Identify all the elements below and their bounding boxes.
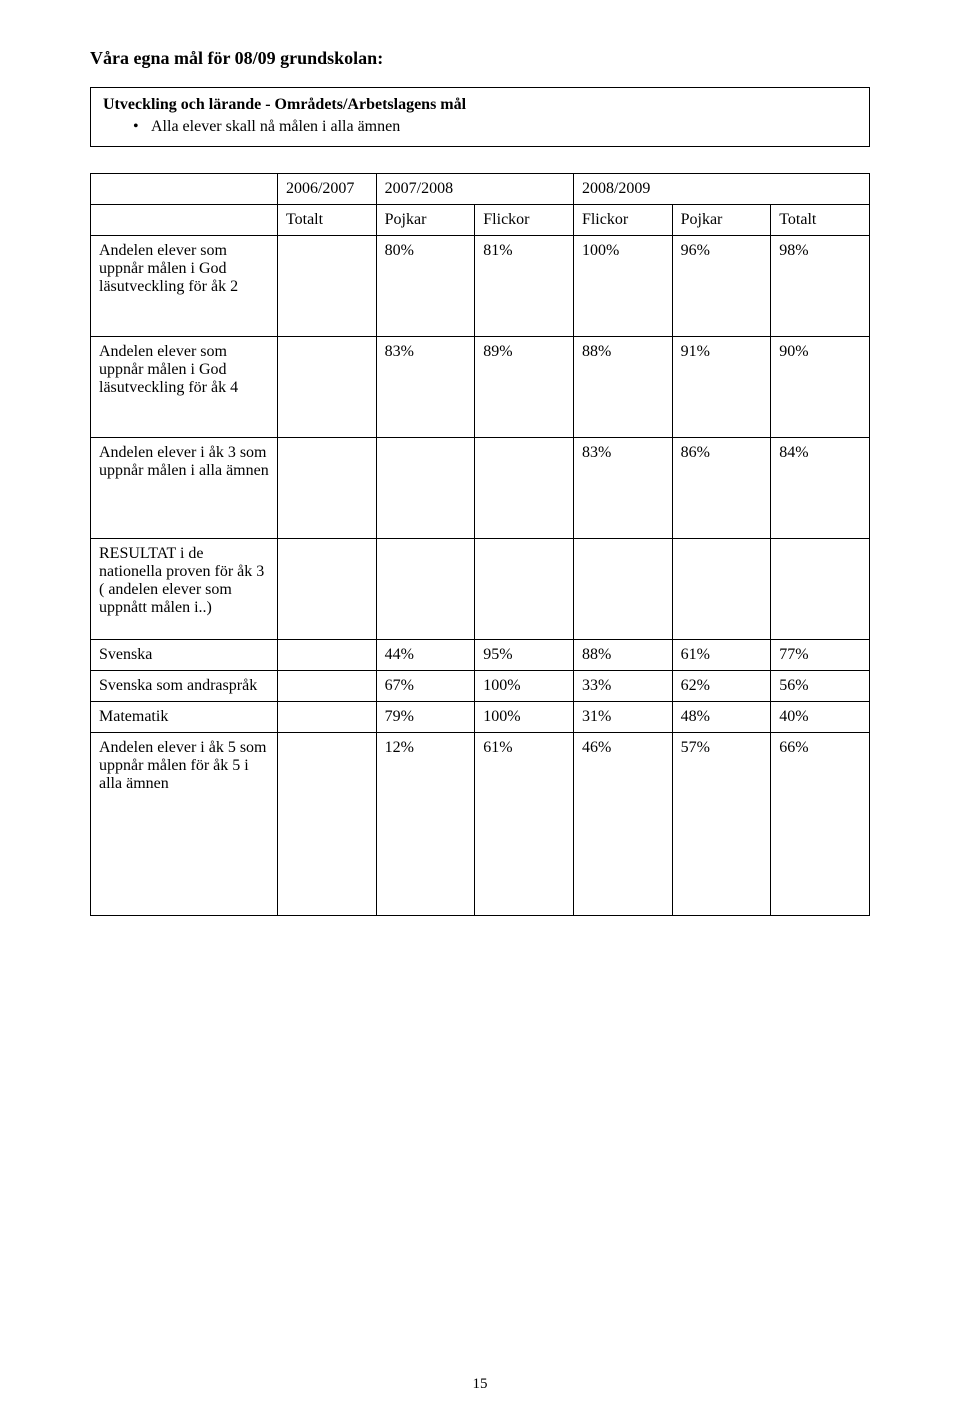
row-label: Andelen elever i åk 3 som uppnår målen i… (91, 438, 278, 539)
cell: 80% (376, 236, 475, 337)
cell (277, 539, 376, 640)
cell: 98% (771, 236, 870, 337)
cell: 31% (573, 702, 672, 733)
cell (277, 640, 376, 671)
bullet-icon: • (133, 118, 151, 136)
row-label: Matematik (91, 702, 278, 733)
cell (771, 539, 870, 640)
cell (277, 337, 376, 438)
goal-box-heading: Utveckling och lärande - Områdets/Arbets… (103, 96, 857, 114)
col-5: Pojkar (672, 205, 771, 236)
row-label: Andelen elever som uppnår målen i God lä… (91, 236, 278, 337)
cell: 57% (672, 733, 771, 916)
cell: 83% (573, 438, 672, 539)
cell: 88% (573, 337, 672, 438)
cell: 79% (376, 702, 475, 733)
cell: 100% (475, 702, 574, 733)
col-4: Flickor (573, 205, 672, 236)
table-row: Andelen elever i åk 5 som uppnår målen f… (91, 733, 870, 916)
table-row: Svenska som andraspråk 67% 100% 33% 62% … (91, 671, 870, 702)
cell: 81% (475, 236, 574, 337)
year-row: 2006/2007 2007/2008 2008/2009 (91, 174, 870, 205)
goal-box: Utveckling och lärande - Områdets/Arbets… (90, 87, 870, 147)
cell: 62% (672, 671, 771, 702)
cell (475, 438, 574, 539)
cell (672, 539, 771, 640)
col-1: Totalt (277, 205, 376, 236)
table-row: Andelen elever i åk 3 som uppnår målen i… (91, 438, 870, 539)
col-2: Pojkar (376, 205, 475, 236)
row-label: Andelen elever som uppnår målen i God lä… (91, 337, 278, 438)
row-label: RESULTAT i de nationella proven för åk 3… (91, 539, 278, 640)
cell: 48% (672, 702, 771, 733)
cell: 88% (573, 640, 672, 671)
cell: 89% (475, 337, 574, 438)
year-blank (91, 174, 278, 205)
cell: 84% (771, 438, 870, 539)
year-3: 2008/2009 (573, 174, 869, 205)
cell: 86% (672, 438, 771, 539)
cell: 61% (672, 640, 771, 671)
table-row: Andelen elever som uppnår målen i God lä… (91, 236, 870, 337)
cell: 67% (376, 671, 475, 702)
cell (376, 539, 475, 640)
year-1: 2006/2007 (277, 174, 376, 205)
cell: 66% (771, 733, 870, 916)
cell: 95% (475, 640, 574, 671)
col-3: Flickor (475, 205, 574, 236)
cell (573, 539, 672, 640)
page-title: Våra egna mål för 08/09 grundskolan: (90, 48, 870, 69)
table-row: RESULTAT i de nationella proven för åk 3… (91, 539, 870, 640)
col-6: Totalt (771, 205, 870, 236)
cell (277, 671, 376, 702)
col-row: Totalt Pojkar Flickor Flickor Pojkar Tot… (91, 205, 870, 236)
row-label: Svenska som andraspråk (91, 671, 278, 702)
col-blank (91, 205, 278, 236)
cell: 100% (475, 671, 574, 702)
table-row: Svenska 44% 95% 88% 61% 77% (91, 640, 870, 671)
cell (277, 702, 376, 733)
cell: 96% (672, 236, 771, 337)
table-row: Matematik 79% 100% 31% 48% 40% (91, 702, 870, 733)
row-label: Andelen elever i åk 5 som uppnår målen f… (91, 733, 278, 916)
goal-bullet-text: Alla elever skall nå målen i alla ämnen (151, 118, 400, 136)
cell: 61% (475, 733, 574, 916)
cell (277, 236, 376, 337)
cell (277, 438, 376, 539)
cell: 100% (573, 236, 672, 337)
row-label: Svenska (91, 640, 278, 671)
results-table: 2006/2007 2007/2008 2008/2009 Totalt Poj… (90, 173, 870, 916)
cell: 40% (771, 702, 870, 733)
cell: 90% (771, 337, 870, 438)
cell: 56% (771, 671, 870, 702)
cell: 33% (573, 671, 672, 702)
cell: 77% (771, 640, 870, 671)
cell: 91% (672, 337, 771, 438)
year-2: 2007/2008 (376, 174, 573, 205)
table-row: Andelen elever som uppnår målen i God lä… (91, 337, 870, 438)
page-number: 15 (0, 1376, 960, 1393)
cell (277, 733, 376, 916)
cell: 83% (376, 337, 475, 438)
goal-bullet-row: • Alla elever skall nå målen i alla ämne… (103, 118, 857, 136)
cell (475, 539, 574, 640)
cell: 12% (376, 733, 475, 916)
cell: 46% (573, 733, 672, 916)
cell: 44% (376, 640, 475, 671)
cell (376, 438, 475, 539)
